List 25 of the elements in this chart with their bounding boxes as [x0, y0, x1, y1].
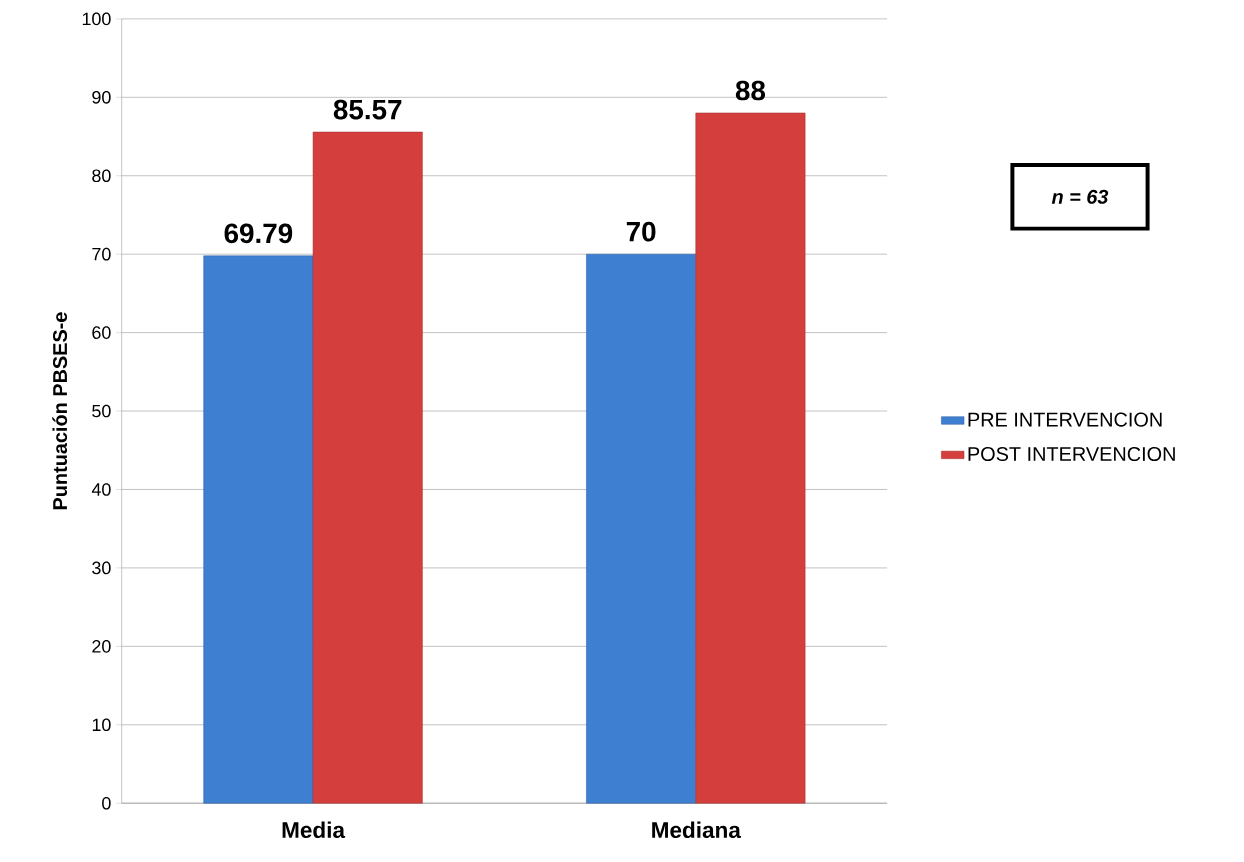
y-tick-label: 20	[92, 640, 111, 653]
y-tick-label: 30	[92, 561, 111, 575]
data-label: 69.79	[224, 223, 293, 244]
bar	[586, 253, 697, 804]
y-tick-label: 40	[91, 483, 111, 496]
y-tick-label: 0	[102, 796, 111, 810]
legend-label: PRE INTERVENCION	[968, 412, 1162, 427]
text: n = 63	[1051, 189, 1109, 204]
y-tick-label: 10	[92, 718, 111, 732]
x-tick-label: Media	[282, 821, 346, 839]
y-tick-label: 90	[92, 91, 111, 104]
y-tick-label: 50	[92, 404, 111, 418]
x-tick-label: Mediana	[652, 821, 741, 839]
data-label: 85.57	[333, 99, 402, 120]
y-tick-label: 80	[92, 169, 111, 183]
y-tick-label: 70	[92, 247, 111, 261]
bar	[203, 255, 314, 804]
bar	[695, 112, 806, 804]
data-label: 88	[735, 80, 766, 101]
y-tick-label: 60	[92, 326, 111, 339]
data-label: 70	[626, 221, 656, 242]
y-axis-title: Puntuación PBSES-e	[52, 312, 68, 510]
bar	[312, 131, 423, 804]
y-tick-label: 100	[82, 12, 111, 26]
legend-label: POST INTERVENCION	[968, 447, 1175, 462]
